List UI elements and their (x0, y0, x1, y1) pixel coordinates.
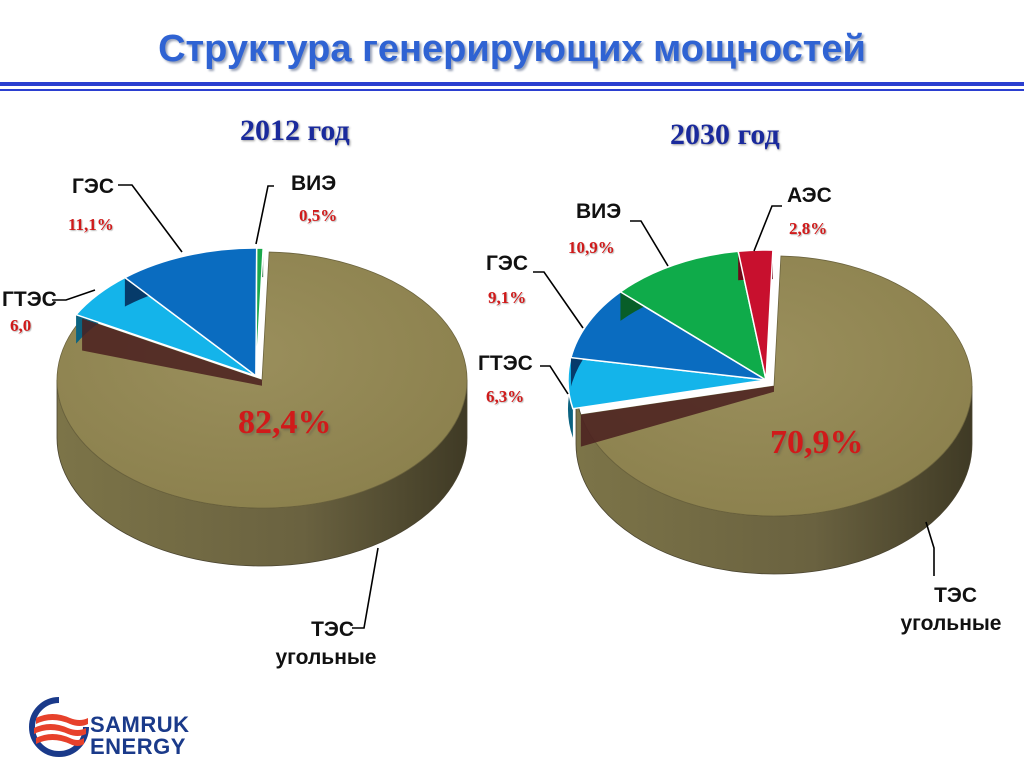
leader-vie-2012 (255, 185, 274, 245)
value-ges-2012: 11,1% (68, 215, 114, 234)
value-aes-2030: 2,8% (789, 219, 828, 238)
leader-vie-2030 (630, 220, 669, 267)
value-tes-2030: 70,9% (770, 424, 864, 461)
label-gtes-2030: ГТЭС (478, 352, 533, 375)
title-rule-thin (0, 89, 1024, 91)
pie-2012-inner-wall (82, 318, 262, 386)
value-vie-2030: 10,9% (568, 238, 615, 257)
value-gtes-2030: 6,3% (486, 387, 525, 406)
title-rule (0, 82, 1024, 86)
pie-2030-slice-ВИЭ (619, 250, 768, 382)
pie-2030-slice-ГЭС (570, 290, 767, 381)
label-tes-2012-line2: угольные (275, 646, 377, 669)
label-tes-2012-line1: ТЭС (311, 618, 354, 641)
label-tes-2012: ТЭС угольные (266, 616, 386, 672)
chart-2012-title: 2012 год (240, 114, 350, 147)
leader-gtes-2030 (540, 365, 569, 395)
pie-2012-slice-ГЭС (123, 247, 258, 378)
label-vie-2030: ВИЭ (576, 200, 622, 223)
label-tes-2030-line1: ТЭС (934, 584, 977, 607)
pie-2030-slice-АЭС (737, 249, 774, 381)
value-ges-2030: 9,1% (488, 288, 527, 307)
label-ges-2030: ГЭС (486, 252, 529, 275)
pie-2030 (567, 249, 973, 575)
leader-aes-2030 (753, 205, 782, 252)
logo-line1: SAMRUK (90, 712, 190, 737)
chart-2030-title: 2030 год (670, 118, 780, 151)
page-title: Структура генерирующих мощностей (158, 28, 866, 70)
value-gtes-2012: 6,0 (10, 316, 32, 335)
pie-2030-slice-ТЭС угольные (580, 255, 973, 517)
label-vie-2012: ВИЭ (291, 172, 337, 195)
leader-tes-2012 (352, 547, 379, 629)
pie-2012 (56, 247, 468, 567)
label-gtes-2012: ГТЭС (2, 288, 57, 311)
label-tes-2030-line2: угольные (900, 612, 1002, 635)
label-aes-2030: АЭС (787, 184, 832, 207)
label-ges-2012: ГЭС (72, 175, 115, 198)
leader-ges-2012 (118, 184, 183, 253)
leader-tes-2030 (925, 521, 935, 576)
samruk-logo-icon (29, 697, 89, 757)
leader-ges-2030 (533, 271, 584, 329)
logo-text: SAMRUK ENERGY (90, 714, 190, 758)
label-tes-2030: ТЭС угольные (893, 582, 1009, 638)
pie-2012-slice-ТЭС угольные (56, 251, 468, 509)
logo-line2: ENERGY (90, 734, 186, 759)
pie-2012-slice-ВИЭ (255, 247, 264, 377)
pie-2030-inner-wall (580, 386, 774, 447)
value-vie-2012: 0,5% (299, 206, 338, 225)
leader-gtes-2012 (52, 289, 96, 301)
value-tes-2012: 82,4% (238, 404, 332, 441)
